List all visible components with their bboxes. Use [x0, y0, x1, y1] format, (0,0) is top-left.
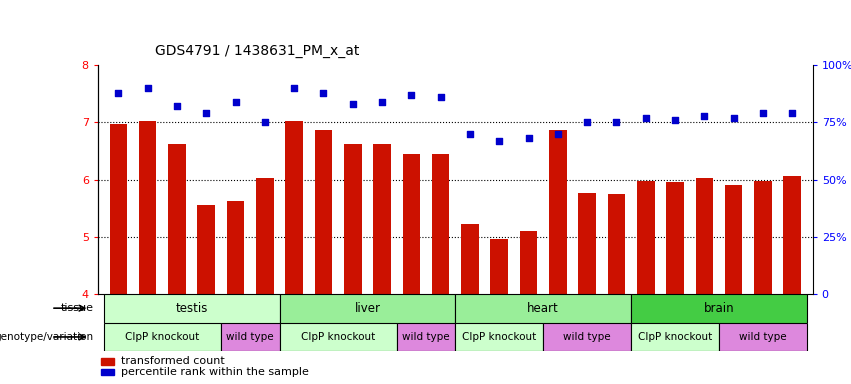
- Point: [756, 110, 769, 116]
- Point: [698, 113, 711, 119]
- Point: [229, 99, 243, 105]
- Bar: [226, 201, 244, 384]
- Bar: [719, 323, 807, 351]
- Bar: [608, 194, 625, 384]
- Text: wild type: wild type: [563, 332, 611, 342]
- Point: [785, 110, 799, 116]
- Bar: [666, 182, 684, 384]
- Bar: [631, 294, 807, 323]
- Bar: [631, 323, 719, 351]
- Bar: [221, 323, 279, 351]
- Bar: [637, 181, 654, 384]
- Point: [199, 110, 213, 116]
- Bar: [110, 124, 127, 384]
- Point: [317, 89, 330, 96]
- Bar: [579, 193, 596, 384]
- Bar: [315, 130, 332, 384]
- Bar: [285, 121, 303, 384]
- Bar: [455, 323, 543, 351]
- Point: [463, 131, 477, 137]
- Bar: [784, 175, 801, 384]
- Point: [580, 119, 594, 126]
- Bar: [279, 323, 397, 351]
- Bar: [397, 323, 455, 351]
- Bar: [549, 130, 567, 384]
- Text: ClpP knockout: ClpP knockout: [462, 332, 536, 342]
- Bar: [256, 179, 274, 384]
- Text: wild type: wild type: [403, 332, 450, 342]
- Point: [375, 99, 389, 105]
- Point: [522, 135, 535, 141]
- Bar: [101, 369, 114, 375]
- Text: ClpP knockout: ClpP knockout: [125, 332, 199, 342]
- Bar: [101, 358, 114, 364]
- Point: [727, 115, 740, 121]
- Point: [346, 101, 360, 107]
- Bar: [104, 294, 279, 323]
- Text: wild type: wild type: [226, 332, 274, 342]
- Text: percentile rank within the sample: percentile rank within the sample: [121, 367, 309, 377]
- Text: tissue: tissue: [60, 303, 94, 313]
- Bar: [695, 179, 713, 384]
- Bar: [725, 185, 742, 384]
- Bar: [543, 323, 631, 351]
- Point: [111, 89, 125, 96]
- Point: [609, 119, 623, 126]
- Text: genotype/variation: genotype/variation: [0, 332, 94, 342]
- Bar: [490, 239, 508, 384]
- Point: [258, 119, 271, 126]
- Bar: [104, 323, 221, 351]
- Bar: [754, 181, 772, 384]
- Point: [170, 103, 184, 109]
- Bar: [431, 154, 449, 384]
- Text: wild type: wild type: [739, 332, 786, 342]
- Bar: [374, 144, 391, 384]
- Text: ClpP knockout: ClpP knockout: [638, 332, 712, 342]
- Text: transformed count: transformed count: [121, 356, 225, 366]
- Point: [551, 131, 564, 137]
- Point: [639, 115, 653, 121]
- Bar: [139, 121, 157, 384]
- Bar: [455, 294, 631, 323]
- Point: [404, 92, 418, 98]
- Text: heart: heart: [528, 302, 559, 314]
- Point: [288, 85, 301, 91]
- Bar: [168, 144, 186, 384]
- Bar: [197, 205, 215, 384]
- Bar: [520, 231, 537, 384]
- Point: [668, 117, 682, 123]
- Bar: [461, 224, 479, 384]
- Bar: [344, 144, 362, 384]
- Point: [434, 94, 448, 100]
- Text: testis: testis: [175, 302, 208, 314]
- Text: brain: brain: [704, 302, 734, 314]
- Text: GDS4791 / 1438631_PM_x_at: GDS4791 / 1438631_PM_x_at: [155, 44, 359, 58]
- Point: [141, 85, 155, 91]
- Bar: [403, 154, 420, 384]
- Bar: [279, 294, 455, 323]
- Text: ClpP knockout: ClpP knockout: [301, 332, 375, 342]
- Text: liver: liver: [354, 302, 380, 314]
- Point: [493, 137, 506, 144]
